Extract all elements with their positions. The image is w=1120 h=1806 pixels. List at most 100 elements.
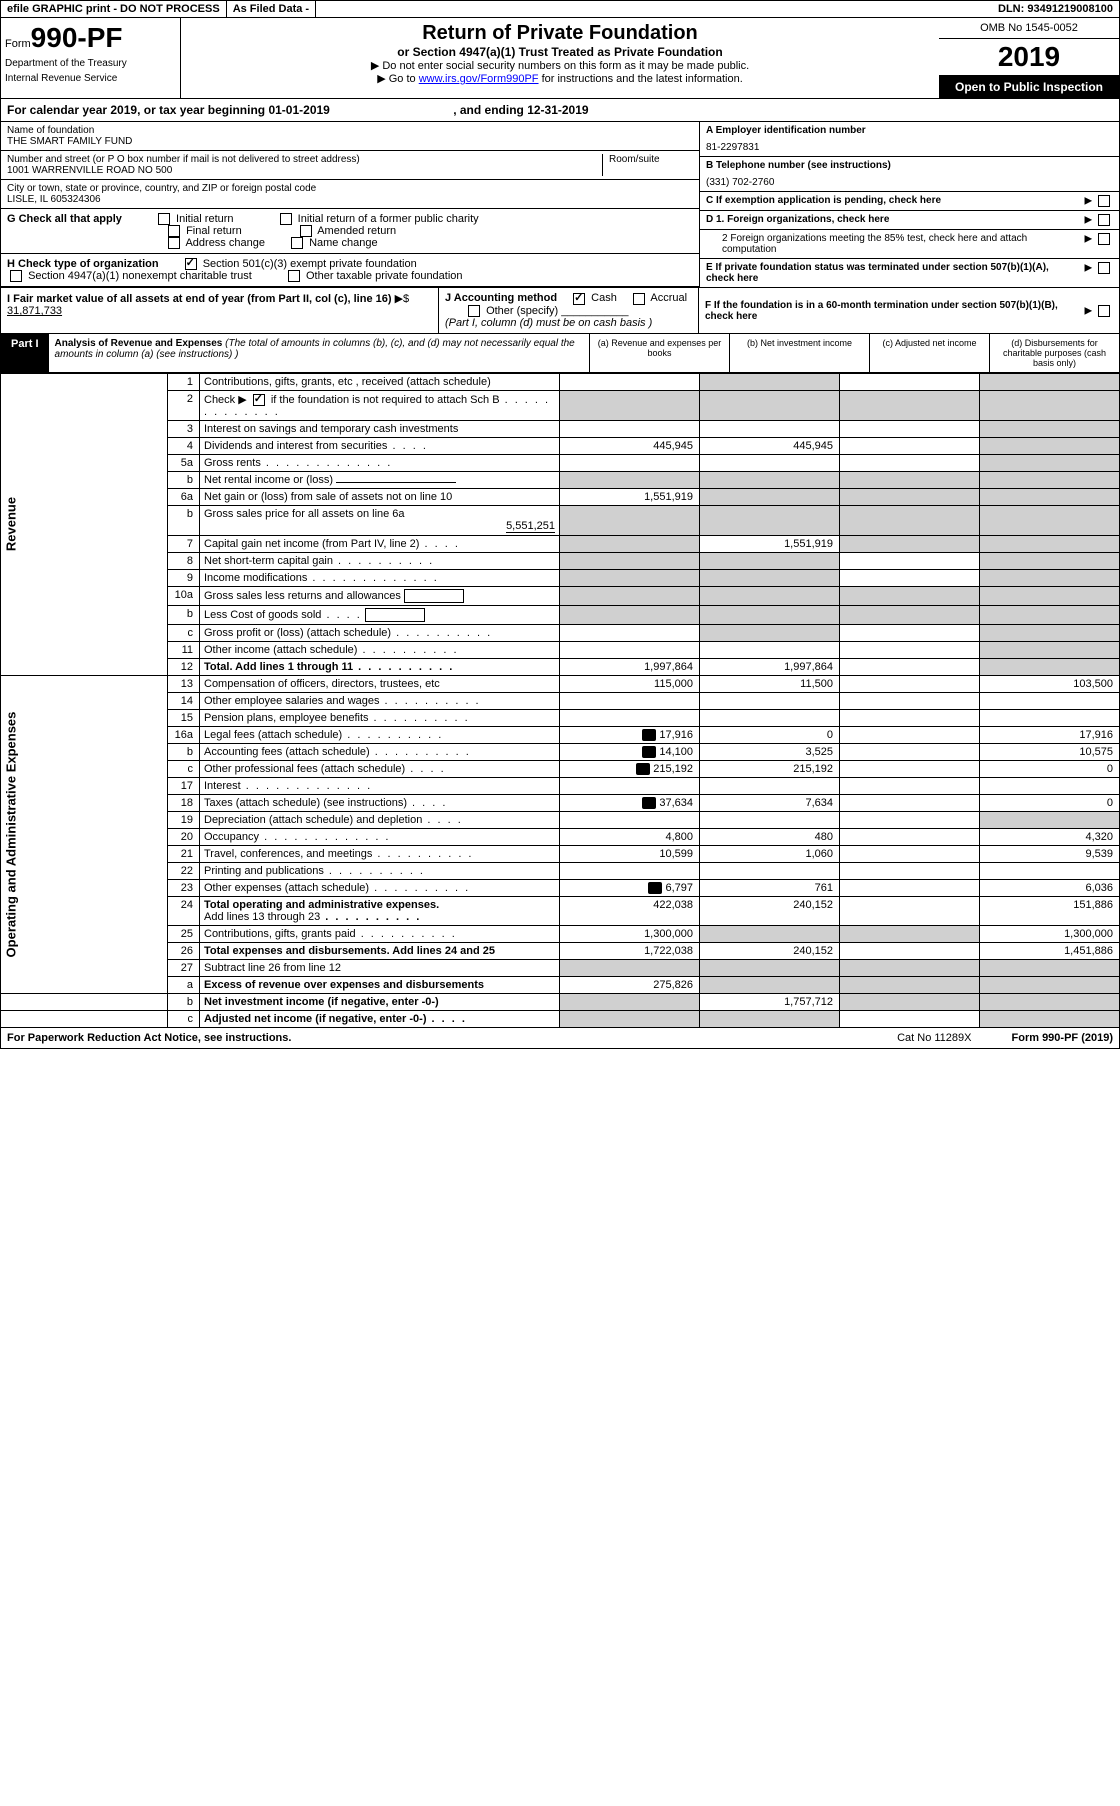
checkbox-accrual[interactable] [633, 293, 645, 305]
tax-year: 2019 [939, 39, 1119, 76]
row-g: G Check all that apply Initial return In… [1, 209, 699, 254]
item-d2: 2 Foreign organizations meeting the 85% … [700, 230, 1119, 259]
form-subtitle: or Section 4947(a)(1) Trust Treated as P… [185, 45, 935, 59]
irs-link[interactable]: www.irs.gov/Form990PF [419, 73, 539, 85]
checkbox-d2[interactable] [1098, 233, 1110, 245]
table-row: 20Occupancy4,8004804,320 [1, 829, 1120, 846]
paperwork-notice: For Paperwork Reduction Act Notice, see … [7, 1032, 291, 1044]
table-row: 16aLegal fees (attach schedule) 17,91601… [1, 726, 1120, 743]
checkbox-other-taxable[interactable] [288, 270, 300, 282]
section-g-h: G Check all that apply Initial return In… [1, 209, 699, 287]
table-row: bGross sales price for all assets on lin… [1, 505, 1120, 535]
table-row: 15Pension plans, employee benefits [1, 709, 1120, 726]
checkbox-amended[interactable] [300, 225, 312, 237]
col-d-header: (d) Disbursements for charitable purpose… [989, 334, 1119, 372]
row-h: H Check type of organization Section 501… [1, 254, 699, 287]
foundation-name: THE SMART FAMILY FUND [7, 136, 693, 147]
table-row: 12Total. Add lines 1 through 111,997,864… [1, 658, 1120, 675]
checkbox-e[interactable] [1098, 262, 1110, 274]
room-suite: Room/suite [603, 154, 693, 176]
phone-cell: B Telephone number (see instructions) (3… [700, 157, 1119, 192]
table-row: Revenue 1Contributions, gifts, grants, e… [1, 373, 1120, 390]
expenses-label: Operating and Administrative Expenses [1, 675, 168, 993]
dept-irs: Internal Revenue Service [5, 73, 176, 84]
checkbox-c[interactable] [1098, 195, 1110, 207]
cell-f: F If the foundation is in a 60-month ter… [699, 288, 1119, 332]
checkbox-name-change[interactable] [291, 237, 303, 249]
col-b-header: (b) Net investment income [729, 334, 869, 372]
info-right: A Employer identification number 81-2297… [699, 122, 1119, 287]
part-1-header: Part I Analysis of Revenue and Expenses … [0, 334, 1120, 373]
table-row: 4Dividends and interest from securities4… [1, 437, 1120, 454]
foundation-address: 1001 WARRENVILLE ROAD NO 500 [7, 165, 602, 176]
row-ij: I Fair market value of all assets at end… [0, 288, 1120, 333]
table-row: cGross profit or (loss) (attach schedule… [1, 624, 1120, 641]
checkbox-d1[interactable] [1098, 214, 1110, 226]
table-row: bNet rental income or (loss) [1, 471, 1120, 488]
item-c: C If exemption application is pending, c… [700, 192, 1119, 211]
checkbox-4947[interactable] [10, 270, 22, 282]
header-center: Return of Private Foundation or Section … [181, 18, 939, 98]
checkbox-cash[interactable] [573, 293, 585, 305]
table-row: bNet investment income (if negative, ent… [1, 994, 1120, 1011]
col-a-header: (a) Revenue and expenses per books [589, 334, 729, 372]
form-note-2: ▶ Go to www.irs.gov/Form990PF for instru… [185, 72, 935, 85]
table-row: 5aGross rents [1, 454, 1120, 471]
address-cell: Number and street (or P O box number if … [1, 151, 699, 180]
checkbox-f[interactable] [1098, 305, 1110, 317]
checkbox-addr-change[interactable] [168, 237, 180, 249]
cell-j: J Accounting method Cash Accrual Other (… [439, 288, 699, 332]
table-row: 9Income modifications [1, 569, 1120, 586]
dln: DLN: 93491219008100 [992, 1, 1119, 17]
checkbox-sch-b[interactable] [253, 394, 265, 406]
checkbox-501c3[interactable] [185, 258, 197, 270]
table-row: Operating and Administrative Expenses 13… [1, 675, 1120, 692]
table-row: 22Printing and publications [1, 863, 1120, 880]
calendar-year-row: For calendar year 2019, or tax year begi… [0, 99, 1120, 122]
revenue-label: Revenue [1, 373, 168, 675]
col-c-header: (c) Adjusted net income [869, 334, 989, 372]
form-note-1: ▶ Do not enter social security numbers o… [185, 59, 935, 72]
checkbox-other-method[interactable] [468, 305, 480, 317]
attachment-icon[interactable] [642, 746, 656, 758]
table-row: 24Total operating and administrative exp… [1, 897, 1120, 926]
checkbox-initial[interactable] [158, 213, 170, 225]
form-word: Form [5, 38, 31, 50]
info-left: Name of foundation THE SMART FAMILY FUND… [1, 122, 699, 287]
phone-value: (331) 702-2760 [706, 177, 1113, 188]
header-left: Form990-PF Department of the Treasury In… [1, 18, 181, 98]
attachment-icon[interactable] [636, 763, 650, 775]
attachment-icon[interactable] [642, 729, 656, 741]
table-row: cAdjusted net income (if negative, enter… [1, 1011, 1120, 1028]
table-row: 23Other expenses (attach schedule) 6,797… [1, 880, 1120, 897]
table-row: aExcess of revenue over expenses and dis… [1, 977, 1120, 994]
column-headers: (a) Revenue and expenses per books (b) N… [589, 334, 1119, 372]
cat-number: Cat No 11289X [897, 1032, 971, 1044]
table-row: 25Contributions, gifts, grants paid1,300… [1, 926, 1120, 943]
table-row: 14Other employee salaries and wages [1, 692, 1120, 709]
checkbox-final[interactable] [168, 225, 180, 237]
form-number: 990-PF [31, 22, 123, 53]
top-bar: efile GRAPHIC print - DO NOT PROCESS As … [0, 0, 1120, 18]
table-row: 10aGross sales less returns and allowanc… [1, 586, 1120, 605]
dept-treasury: Department of the Treasury [5, 58, 176, 69]
ein-cell: A Employer identification number 81-2297… [700, 122, 1119, 157]
table-row: 2Check ▶ if the foundation is not requir… [1, 390, 1120, 420]
table-row: 18Taxes (attach schedule) (see instructi… [1, 795, 1120, 812]
page-footer: For Paperwork Reduction Act Notice, see … [0, 1028, 1120, 1049]
table-row: 19Depreciation (attach schedule) and dep… [1, 812, 1120, 829]
part-1-label: Part I [1, 334, 49, 372]
form-title: Return of Private Foundation [185, 22, 935, 45]
table-row: 17Interest [1, 778, 1120, 795]
table-row: 8Net short-term capital gain [1, 552, 1120, 569]
form-header: Form990-PF Department of the Treasury In… [0, 18, 1120, 99]
checkbox-initial-former[interactable] [280, 213, 292, 225]
cell-i: I Fair market value of all assets at end… [1, 288, 439, 332]
efile-notice: efile GRAPHIC print - DO NOT PROCESS [1, 1, 227, 17]
attachment-icon[interactable] [642, 797, 656, 809]
table-row: bLess Cost of goods sold [1, 605, 1120, 624]
foundation-info: Name of foundation THE SMART FAMILY FUND… [0, 122, 1120, 288]
attachment-icon[interactable] [648, 882, 662, 894]
table-row: 3Interest on savings and temporary cash … [1, 420, 1120, 437]
as-filed: As Filed Data - [227, 1, 316, 17]
